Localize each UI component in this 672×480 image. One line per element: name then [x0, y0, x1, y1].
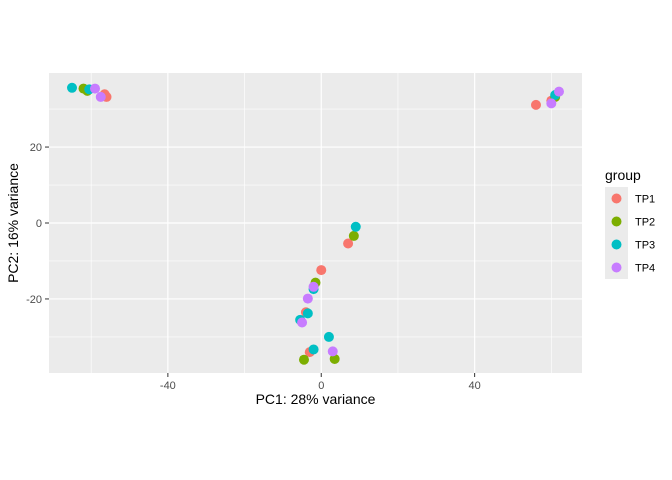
legend-label-tp1: TP1 [635, 194, 655, 206]
point-tp4 [90, 83, 101, 94]
point-tp3 [323, 331, 334, 342]
point-tp4 [95, 91, 106, 102]
legend-label-tp4: TP4 [635, 263, 655, 275]
legend: group TP1 TP2 TP3 TP4 [605, 167, 655, 279]
x-tick-label: 0 [318, 380, 324, 392]
y-axis-title: PC2: 16% variance [5, 163, 21, 283]
legend-title: group [605, 167, 641, 183]
point-tp4 [327, 346, 338, 357]
x-tick-label: -40 [160, 380, 176, 392]
point-tp4 [546, 98, 557, 109]
x-tick-labels: -40 0 40 [160, 380, 481, 392]
legend-key-tp2 [611, 216, 622, 227]
point-tp3 [67, 82, 78, 93]
axis-ticks [45, 146, 476, 377]
point-tp1 [530, 99, 541, 110]
point-tp2 [329, 353, 340, 364]
legend-key-tp1 [611, 193, 622, 204]
legend-label-tp2: TP2 [635, 217, 655, 229]
y-tick-label: -20 [26, 294, 42, 306]
legend-keys: TP1 TP2 TP3 TP4 [605, 187, 655, 279]
y-tick-label: 0 [36, 218, 42, 230]
point-tp2 [348, 230, 359, 241]
y-tick-label: 20 [30, 142, 42, 154]
point-tp4 [302, 293, 313, 304]
point-tp4 [553, 86, 564, 97]
point-tp3 [302, 308, 313, 319]
legend-key-tp4 [611, 262, 622, 273]
y-tick-labels: -20 0 20 [26, 142, 42, 306]
point-tp3 [308, 344, 319, 355]
x-axis-title: PC1: 28% variance [256, 391, 376, 407]
x-tick-label: 40 [469, 380, 481, 392]
legend-key-tp3 [611, 239, 622, 250]
legend-label-tp3: TP3 [635, 240, 655, 252]
data-points [67, 82, 564, 365]
point-tp4 [308, 281, 319, 292]
point-tp1 [343, 238, 354, 249]
point-tp3 [350, 221, 361, 232]
grid-major [49, 73, 582, 373]
point-tp2 [298, 354, 309, 365]
point-tp1 [316, 265, 327, 276]
point-tp4 [297, 317, 308, 328]
